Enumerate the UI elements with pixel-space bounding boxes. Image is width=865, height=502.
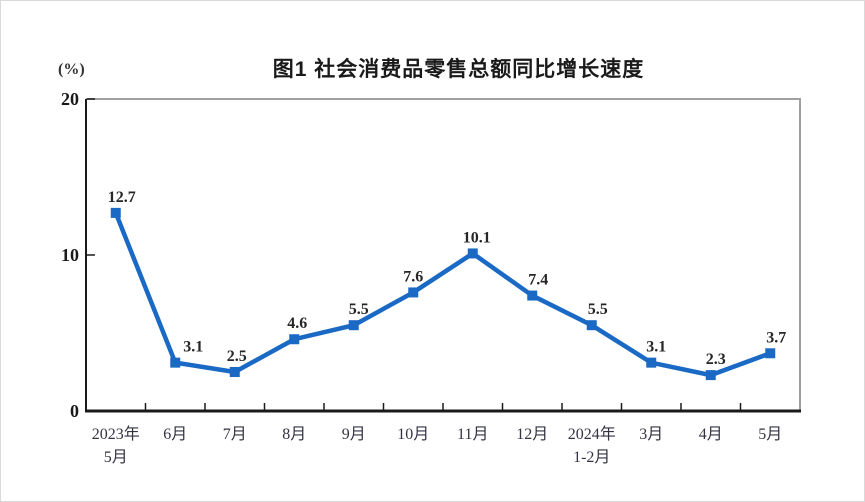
x-tick-label: 7月 xyxy=(223,426,247,443)
data-point-marker xyxy=(408,287,419,298)
data-point-label: 2.5 xyxy=(227,348,247,365)
data-point-marker xyxy=(467,248,478,259)
data-point-marker xyxy=(646,357,657,368)
data-point-label: 12.7 xyxy=(108,189,136,206)
y-tick-label: 0 xyxy=(70,401,79,421)
data-point-label: 10.1 xyxy=(463,229,491,246)
data-point-label: 3.7 xyxy=(766,329,786,346)
data-point-label: 7.6 xyxy=(403,268,423,285)
data-point-marker xyxy=(586,320,597,331)
data-point-label: 5.5 xyxy=(349,301,369,318)
data-point-marker xyxy=(170,357,181,368)
data-point-label: 3.1 xyxy=(646,339,666,356)
x-tick-label: 8月 xyxy=(282,426,306,443)
x-tick-label: 4月 xyxy=(699,426,723,443)
y-tick-label: 10 xyxy=(61,245,79,265)
plot-frame xyxy=(86,98,801,411)
data-point-marker xyxy=(229,367,240,377)
x-tick-label: 10月 xyxy=(397,426,429,443)
data-point-marker xyxy=(110,207,121,218)
x-tick-label: 9月 xyxy=(342,426,366,443)
data-point-label: 4.6 xyxy=(287,315,307,332)
data-point-label: 5.5 xyxy=(588,301,608,318)
data-point-marker xyxy=(705,370,716,381)
chart-title: 图1 社会消费品零售总额同比增长速度 xyxy=(272,58,645,81)
y-axis-unit-label: (%) xyxy=(58,61,85,78)
data-point-marker xyxy=(765,348,776,359)
data-point-label: 2.3 xyxy=(706,351,726,368)
x-tick-label: 11月 xyxy=(457,426,488,443)
data-point-marker xyxy=(348,320,359,331)
data-point-label: 7.4 xyxy=(528,272,548,289)
data-point-marker xyxy=(289,334,300,345)
data-line xyxy=(113,212,772,378)
x-tick-label: 2023年 5月 xyxy=(92,425,140,466)
y-tick-label: 20 xyxy=(61,89,79,109)
x-tick-label: 2024年 1-2月 xyxy=(568,425,616,466)
data-point-label: 3.1 xyxy=(183,339,203,356)
x-tick-label: 3月 xyxy=(639,426,663,443)
x-tick-label: 12月 xyxy=(516,426,548,443)
data-point-marker xyxy=(527,290,538,301)
x-tick-label: 6月 xyxy=(163,426,187,443)
x-tick-label: 5月 xyxy=(758,426,782,443)
